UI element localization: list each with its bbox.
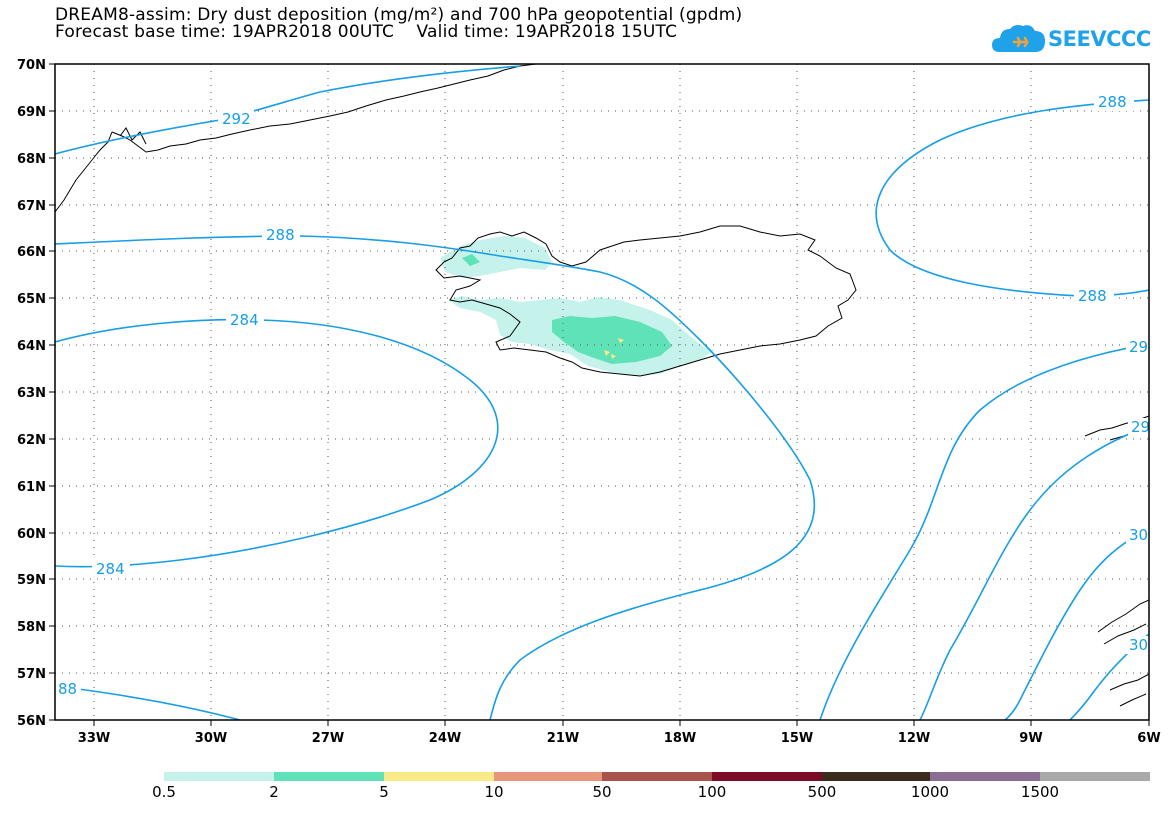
legend-label: 10 <box>484 783 504 801</box>
map-title-line-2: Forecast base time: 19APR2018 00UTC Vali… <box>55 22 678 42</box>
lat-label: 58N <box>17 620 46 635</box>
coastlines <box>55 64 1149 707</box>
legend-swatch <box>712 772 822 781</box>
legend-swatch <box>384 772 494 781</box>
lat-label: 70N <box>17 58 46 73</box>
contour-label-292: 292 <box>222 110 251 128</box>
cloud-icon <box>992 25 1045 52</box>
lat-label: 56N <box>17 714 46 729</box>
contour-label-29-2: 29 <box>1131 418 1150 436</box>
lat-label: 68N <box>17 152 46 167</box>
contour-label-88: 88 <box>58 680 77 698</box>
legend-swatch <box>602 772 712 781</box>
latitude-labels: 70N 69N 68N 67N 66N 65N 64N 63N 62N 61N … <box>17 58 46 729</box>
legend-colorbar <box>164 772 1150 781</box>
contour-label-288: 288 <box>266 226 295 244</box>
lat-label: 69N <box>17 105 46 120</box>
contour-label-30-2: 30 <box>1129 636 1148 654</box>
lon-label: 33W <box>78 731 110 746</box>
legend-label: 1500 <box>1020 783 1060 801</box>
lon-label: 18W <box>664 731 696 746</box>
contour-label-284: 284 <box>230 311 259 329</box>
longitude-labels: 33W 30W 27W 24W 21W 18W 15W 12W 9W 6W <box>78 731 1161 746</box>
map-title-line-1: DREAM8-assim: Dry dust deposition (mg/m²… <box>55 5 743 25</box>
lat-label: 64N <box>17 339 46 354</box>
lon-label: 15W <box>781 731 813 746</box>
contour-labels: 292 288 284 284 88 288 288 29 29 30 30 <box>58 93 1150 698</box>
lat-label: 62N <box>17 433 46 448</box>
dust-deposition-shading <box>440 236 715 376</box>
lon-label: 12W <box>898 731 930 746</box>
lat-label: 66N <box>17 245 46 260</box>
contour-label-288-e: 288 <box>1078 287 1107 305</box>
axis-ticks <box>49 63 1150 726</box>
lat-label: 65N <box>17 292 46 307</box>
contour-label-29: 29 <box>1129 338 1148 356</box>
seevccc-logo: SEEVCCC <box>990 20 1151 56</box>
legend-swatch <box>822 772 930 781</box>
map-grid <box>55 64 1149 720</box>
legend-swatch <box>930 772 1040 781</box>
legend-label: 2 <box>269 783 279 801</box>
lat-label: 59N <box>17 573 46 588</box>
contour-label-masks <box>55 93 1149 698</box>
lat-label: 61N <box>17 480 46 495</box>
legend-label: 100 <box>697 783 727 801</box>
contour-label-284-low: 284 <box>96 560 125 578</box>
lon-label: 6W <box>1137 731 1160 746</box>
lat-label: 63N <box>17 386 46 401</box>
lon-label: 30W <box>195 731 227 746</box>
legend-swatch <box>494 772 602 781</box>
geopotential-contours <box>55 65 1149 720</box>
lon-label: 9W <box>1019 731 1042 746</box>
legend-label: 5 <box>379 783 389 801</box>
lat-label: 67N <box>17 199 46 214</box>
legend-swatch <box>164 772 274 781</box>
legend-label: 1000 <box>910 783 950 801</box>
legend-label: 50 <box>592 783 612 801</box>
logo-text: SEEVCCC <box>1048 27 1151 51</box>
lon-label: 24W <box>429 731 461 746</box>
legend-label: 0.5 <box>152 783 176 801</box>
lon-label: 27W <box>312 731 344 746</box>
legend-label: 500 <box>807 783 837 801</box>
contour-label-288-ne: 288 <box>1098 93 1127 111</box>
lat-label: 60N <box>17 527 46 542</box>
lon-label: 21W <box>547 731 579 746</box>
contour-label-30: 30 <box>1129 526 1148 544</box>
lat-label: 57N <box>17 667 46 682</box>
legend-swatch <box>1040 772 1150 781</box>
legend-swatch <box>274 772 384 781</box>
